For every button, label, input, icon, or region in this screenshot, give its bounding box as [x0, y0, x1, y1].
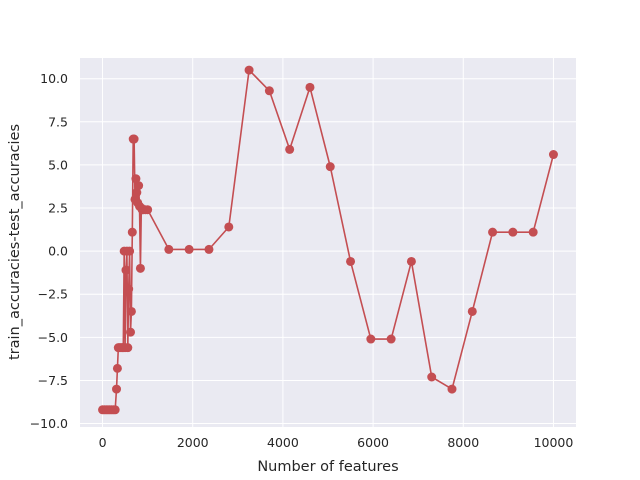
y-tick-label: −7.5	[38, 373, 68, 388]
y-tick-label: 7.5	[48, 114, 68, 129]
data-point	[143, 205, 153, 215]
x-tick-label: 2000	[177, 435, 209, 450]
y-tick-label: 0.0	[48, 244, 68, 259]
x-tick-label: 10000	[534, 435, 574, 450]
data-point	[110, 405, 120, 415]
data-point	[548, 150, 558, 160]
data-point	[285, 144, 295, 154]
data-point	[112, 363, 122, 373]
data-point	[204, 244, 214, 254]
data-point	[127, 227, 137, 237]
x-tick-label: 6000	[357, 435, 389, 450]
data-point	[467, 306, 477, 316]
data-point	[124, 284, 134, 294]
y-tick-label: −10.0	[30, 416, 68, 431]
data-point	[528, 227, 538, 237]
y-tick-label: 2.5	[48, 201, 68, 216]
data-point	[121, 265, 131, 275]
data-point	[126, 306, 136, 316]
y-tick-label: 5.0	[48, 157, 68, 172]
data-series	[98, 65, 558, 415]
data-point	[125, 246, 135, 256]
data-point	[366, 334, 376, 344]
data-point	[447, 384, 457, 394]
data-point	[346, 256, 356, 266]
data-point	[325, 162, 335, 172]
data-point	[244, 65, 254, 75]
plot-area	[80, 58, 576, 427]
data-point	[305, 82, 315, 92]
data-point	[132, 187, 142, 197]
data-point	[264, 86, 274, 96]
data-point	[129, 134, 139, 144]
y-tick-label: −2.5	[38, 287, 68, 302]
data-point	[123, 343, 133, 353]
data-point	[406, 256, 416, 266]
x-tick-label: 0	[99, 435, 107, 450]
y-tick-label: 10.0	[40, 71, 68, 86]
y-axis-ticks: −10.0 −7.5 −5.0 −2.5 0.0 2.5 5.0 7.5 10.0	[30, 71, 68, 431]
data-point	[135, 263, 145, 273]
y-axis-label: train_accuracies-test_accuracies	[7, 124, 23, 360]
data-point	[131, 174, 141, 184]
data-point	[184, 244, 194, 254]
y-tick-label: −5.0	[38, 330, 68, 345]
data-point	[164, 244, 174, 254]
x-tick-label: 4000	[267, 435, 299, 450]
x-axis-label: Number of features	[257, 459, 398, 475]
x-tick-label: 8000	[447, 435, 479, 450]
data-point	[224, 222, 234, 232]
data-point	[386, 334, 396, 344]
data-point	[508, 227, 518, 237]
data-point	[126, 327, 136, 337]
data-point	[427, 372, 437, 382]
data-point	[488, 227, 498, 237]
data-point	[112, 384, 122, 394]
x-axis-ticks: 0 2000 4000 6000 8000 10000	[99, 435, 574, 450]
data-point	[134, 181, 144, 191]
